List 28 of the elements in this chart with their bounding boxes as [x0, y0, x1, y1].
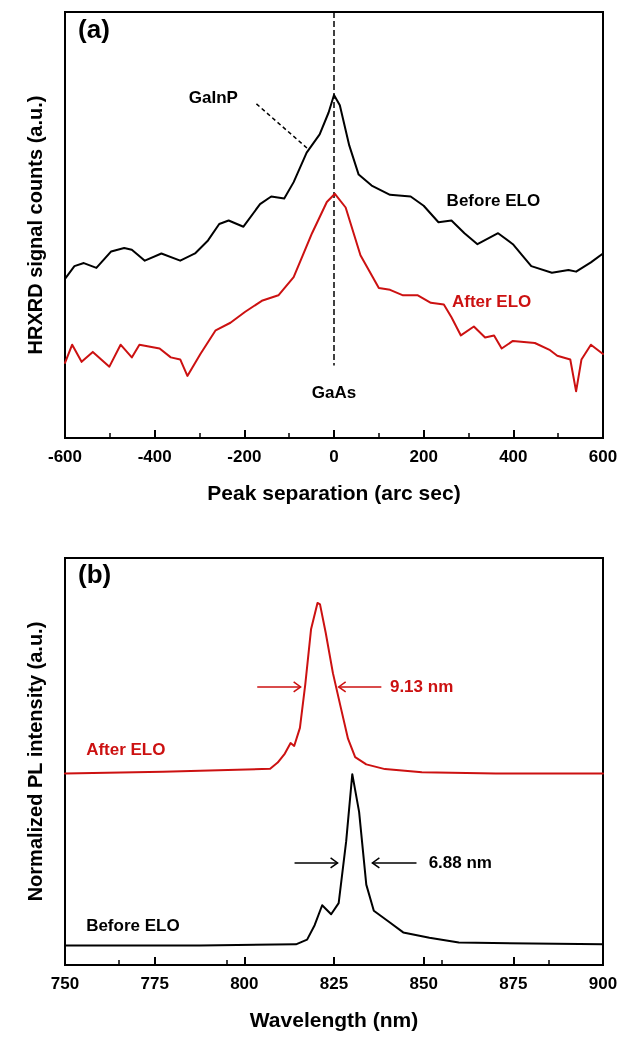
x-tick-label: 875: [499, 974, 528, 993]
x-tick-label: -600: [47, 447, 83, 466]
series-label: After ELO: [86, 740, 166, 760]
x-axis-title: Wavelength (nm): [249, 1008, 419, 1031]
series-label: Before ELO: [86, 915, 180, 935]
x-axis-title: Peak separation (arc sec): [207, 481, 461, 504]
y-axis-title: Normalized PL intensity (a.u.): [24, 621, 46, 902]
annotation: 9.13 nm: [389, 677, 454, 697]
x-tick-label: 900: [588, 974, 618, 993]
x-tick-label: 200: [409, 447, 438, 466]
text: (b): [78, 559, 112, 590]
text: (a): [78, 14, 110, 45]
annotation: 6.88 nm: [428, 853, 492, 873]
annotation: GaInP: [188, 87, 238, 107]
x-tick-label: -200: [227, 447, 262, 466]
x-tick-label: 850: [409, 974, 438, 993]
series-label: Before ELO: [446, 190, 541, 210]
x-tick-label: 825: [319, 974, 349, 993]
annotation: GaAs: [311, 382, 357, 402]
x-tick-label: 775: [140, 974, 169, 993]
y-axis-title: HRXRD signal counts (a.u.): [24, 95, 46, 355]
x-tick-label: 0: [329, 447, 339, 466]
x-tick-label: 600: [588, 447, 618, 466]
x-tick-label: 750: [50, 974, 80, 993]
x-tick-label: 400: [499, 447, 528, 466]
x-tick-label: 800: [230, 974, 259, 993]
series-label: After ELO: [451, 292, 532, 312]
x-tick-label: -400: [137, 447, 172, 466]
